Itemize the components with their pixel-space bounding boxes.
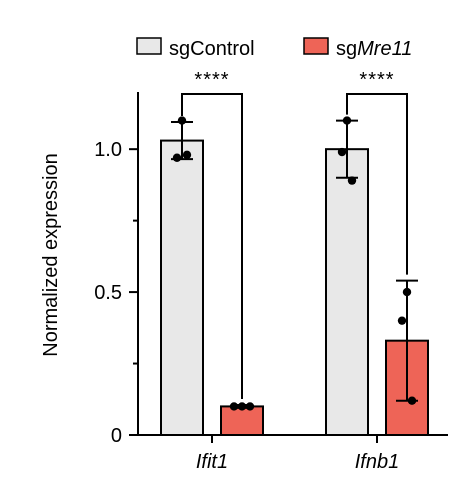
legend-swatch [136,37,162,55]
significance-bracket [181,93,243,399]
legend-swatch [303,37,329,55]
bar [325,148,369,437]
data-point [347,176,357,185]
data-point [237,402,247,411]
x-tick-label: Ifit1 [196,451,228,473]
data-point [177,116,187,125]
x-tick-label: Ifnb1 [355,451,399,473]
data-point [245,402,255,411]
legend-label: sgControl [169,38,255,60]
data-point [342,116,352,125]
significance-label: **** [194,69,229,91]
bar [160,139,204,436]
significance-label: **** [359,69,394,91]
legend-label: sgMre11 [336,38,412,60]
y-tick-label: 0 [111,425,122,447]
significance-annotations: **** **** [181,69,408,399]
data-point [182,150,192,160]
bar [220,405,264,436]
y-tick-label: 0.5 [94,282,122,304]
error-bars [171,119,418,409]
significance-bracket [346,93,408,275]
y-tick-label: 1.0 [94,139,122,161]
data-point [402,287,412,297]
y-axis-title: Normalized expression [40,153,62,356]
data-point [397,316,407,325]
data-point [407,396,417,405]
data-point [229,402,239,411]
axes: 0 0.5 1.0 Ifit1 Ifnb1 [94,92,448,473]
data-point [172,153,182,162]
bars [160,139,429,437]
data-point [337,147,347,157]
data-points [172,116,417,411]
legend: sgControl sgMre11 [136,37,412,60]
